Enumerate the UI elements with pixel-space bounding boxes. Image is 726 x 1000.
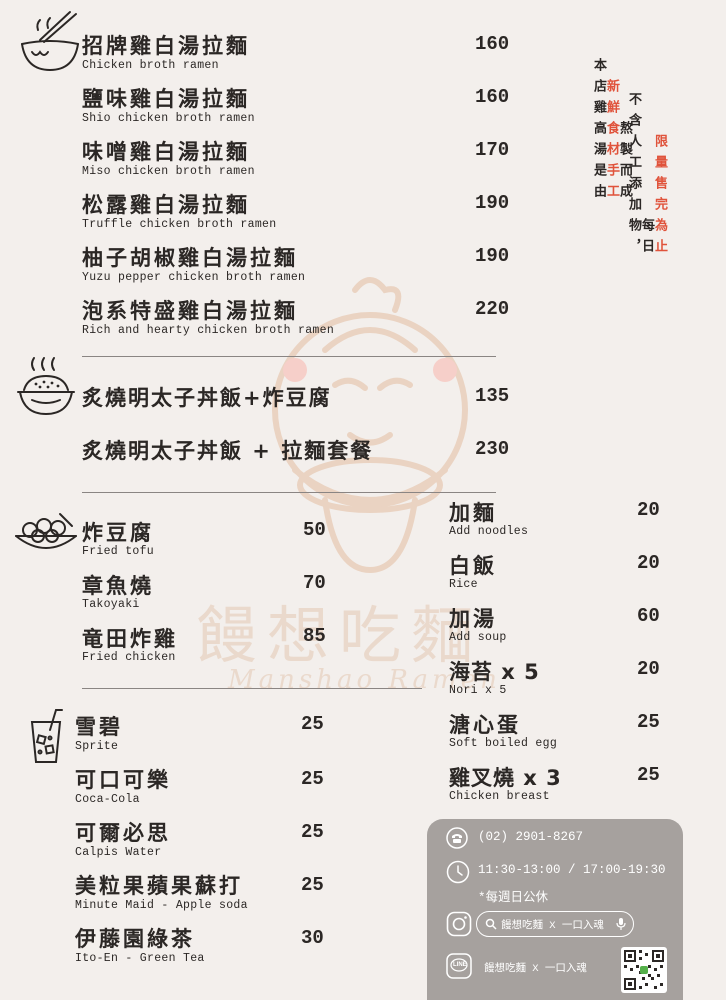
notice-text: 不含人工添加物， — [626, 92, 641, 260]
watermark-brand-en: Manshao Ramen — [228, 665, 501, 695]
ramen-item-en: Yuzu pepper chicken broth ramen — [82, 271, 306, 284]
takoyaki-icon — [12, 510, 80, 558]
drink-item-price: 30 — [301, 927, 324, 949]
drink-item-name: 可爾必思 — [75, 821, 171, 845]
rice-item-price: 135 — [475, 385, 510, 407]
addon-item-price: 25 — [637, 764, 660, 786]
side-item-en: Fried tofu — [82, 545, 155, 558]
drink-item-en: Sprite — [75, 740, 119, 753]
addon-item-en: Rice — [449, 578, 478, 591]
clock-icon — [446, 860, 470, 884]
phone-icon — [446, 827, 468, 849]
ramen-bowl-icon — [18, 8, 82, 74]
watermark-mascot — [255, 270, 485, 590]
drink-item-en: Calpis Water — [75, 846, 162, 859]
section-divider — [82, 356, 496, 357]
notice-column-1: 本店雞高湯是由新鮮食材手工熬製而成 — [591, 58, 632, 209]
drink-item-name: 雪碧 — [75, 715, 123, 739]
drink-item-name: 可口可樂 — [75, 768, 171, 792]
addon-item-name: 溏心蛋 — [449, 713, 521, 737]
ramen-item-en: Chicken broth ramen — [82, 59, 219, 72]
drink-glass-icon — [26, 708, 66, 766]
notice-text: 熬製而成 — [617, 121, 632, 205]
drink-item-price: 25 — [301, 821, 324, 843]
instagram-search-text: 饅想吃麵 X 一口入魂 — [501, 920, 604, 932]
side-item-en: Fried chicken — [82, 651, 176, 664]
opening-hours: 11:30-13:00 / 17:00-19:30 — [478, 863, 666, 877]
line-account-name[interactable]: 饅想吃麵 X 一口入魂 — [484, 963, 587, 975]
addon-item-price: 20 — [637, 499, 660, 521]
addon-item-en: Add noodles — [449, 525, 529, 538]
drink-item-en: Ito-En - Green Tea — [75, 952, 205, 965]
rice-bowl-icon — [14, 356, 78, 420]
ramen-item-price: 170 — [475, 139, 510, 161]
ramen-item-en: Rich and hearty chicken broth ramen — [82, 324, 335, 337]
section-divider — [82, 688, 422, 689]
addon-item-price: 20 — [637, 658, 660, 680]
drink-item-price: 25 — [301, 768, 324, 790]
line-icon[interactable]: LINE — [446, 953, 472, 979]
side-item-price: 85 — [303, 625, 326, 647]
watermark-brand-zh: 饅想吃麵 — [195, 599, 484, 672]
ramen-item-price: 160 — [475, 33, 510, 55]
drink-item-en: Coca-Cola — [75, 793, 140, 806]
qr-code[interactable] — [621, 947, 667, 993]
microphone-icon — [616, 918, 626, 930]
side-item-price: 50 — [303, 519, 326, 541]
addon-item-en: Chicken breast — [449, 790, 550, 803]
addon-item-en: Soft boiled egg — [449, 737, 558, 750]
addon-item-price: 25 — [637, 711, 660, 733]
addon-item-en: Add soup — [449, 631, 507, 644]
drink-item-price: 25 — [301, 874, 324, 896]
ramen-item-price: 160 — [475, 86, 510, 108]
addon-item-price: 20 — [637, 552, 660, 574]
drink-item-name: 美粒果蘋果蘇打 — [75, 874, 243, 898]
side-item-name: 竜田炸雞 — [82, 627, 178, 651]
addon-item-price: 60 — [637, 605, 660, 627]
side-item-en: Takoyaki — [82, 598, 140, 611]
search-icon — [485, 918, 497, 930]
side-item-name: 章魚燒 — [82, 574, 154, 598]
ramen-item-name: 泡系特盛雞白湯拉麵 — [82, 299, 298, 323]
side-item-name: 炸豆腐 — [82, 521, 154, 545]
drink-item-en: Minute Maid - Apple soda — [75, 899, 248, 912]
notice-column-2: 不含人工添加物，每日限量售完為止 — [626, 92, 667, 264]
ramen-item-price: 220 — [475, 298, 510, 320]
ramen-item-en: Truffle chicken broth ramen — [82, 218, 277, 231]
ramen-item-en: Miso chicken broth ramen — [82, 165, 255, 178]
line-icon-label: LINE — [453, 962, 467, 968]
ramen-item-price: 190 — [475, 192, 510, 214]
side-item-price: 70 — [303, 572, 326, 594]
addon-item-name: 白飯 — [449, 554, 497, 578]
rice-item-name: 炙燒明太子丼飯 + 拉麵套餐 — [82, 439, 374, 463]
notice-text-highlight: 新鮮食材手工 — [604, 79, 619, 205]
mascot-illustration — [272, 277, 468, 574]
phone-number[interactable]: (02) 2901-8267 — [478, 830, 584, 844]
addon-item-name: 海苔 x 5 — [449, 660, 540, 684]
section-divider — [82, 492, 496, 493]
ramen-item-name: 松露雞白湯拉麵 — [82, 193, 250, 217]
notice-text-highlight: 限量售完為止 — [652, 134, 667, 260]
closed-day-note: *每週日公休 — [478, 891, 549, 905]
drink-item-price: 25 — [301, 713, 324, 735]
notice-text: 每日 — [639, 218, 654, 260]
ramen-item-price: 190 — [475, 245, 510, 267]
instagram-icon[interactable] — [446, 911, 472, 937]
ramen-item-name: 鹽味雞白湯拉麵 — [82, 87, 250, 111]
ramen-item-name: 味噌雞白湯拉麵 — [82, 140, 250, 164]
addon-item-name: 加湯 — [449, 607, 497, 631]
instagram-search-bar[interactable]: 饅想吃麵 X 一口入魂 — [476, 911, 634, 937]
notice-text: 本店雞高湯是由 — [591, 58, 606, 205]
rice-item-name: 炙燒明太子丼飯+炸豆腐 — [82, 386, 332, 410]
rice-item-price: 230 — [475, 438, 510, 460]
ramen-item-name: 柚子胡椒雞白湯拉麵 — [82, 246, 298, 270]
addon-item-name: 加麵 — [449, 501, 497, 525]
drink-item-name: 伊藤園綠茶 — [75, 927, 195, 951]
ramen-item-en: Shio chicken broth ramen — [82, 112, 255, 125]
addon-item-en: Nori x 5 — [449, 684, 507, 697]
addon-item-name: 雞叉燒 x 3 — [449, 766, 562, 790]
ramen-item-name: 招牌雞白湯拉麵 — [82, 34, 250, 58]
